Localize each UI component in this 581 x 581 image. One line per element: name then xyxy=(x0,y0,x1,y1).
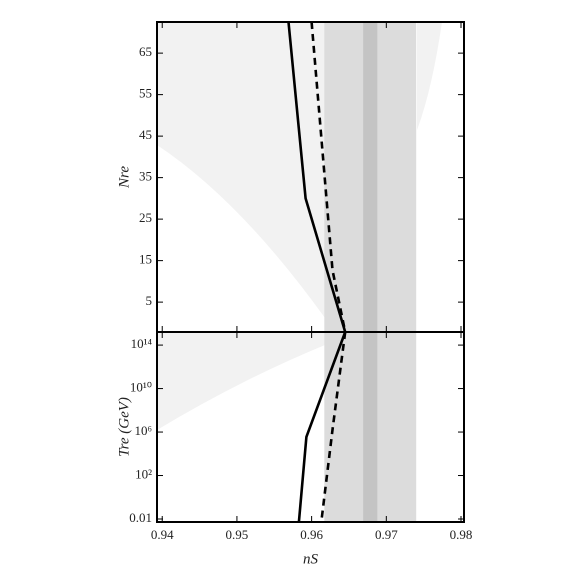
y-tick-label: 10¹⁰ xyxy=(130,380,152,395)
x-axis-label: nS xyxy=(303,551,319,567)
frame xyxy=(156,331,465,523)
y-tick-label: 10⁶ xyxy=(134,423,152,438)
band xyxy=(363,22,378,332)
y-tick-label: 10¹⁴ xyxy=(131,336,153,351)
region xyxy=(157,22,325,318)
line xyxy=(297,331,347,523)
x-tick-label: 0.94 xyxy=(151,527,174,542)
region xyxy=(417,22,442,130)
y-axis-label: Nre xyxy=(116,166,132,189)
y-tick-label: 65 xyxy=(139,44,152,59)
x-tick-label: 0.95 xyxy=(226,527,249,542)
y-tick-label: 10² xyxy=(135,467,152,482)
background xyxy=(157,22,442,430)
y-tick-label: 25 xyxy=(139,210,152,225)
region xyxy=(157,332,325,430)
x-tick-label: 0.97 xyxy=(375,527,398,542)
band xyxy=(363,332,378,522)
y-tick-label: 5 xyxy=(146,293,153,308)
y-tick-label: 45 xyxy=(139,127,152,142)
y-axis-label: Tre (GeV) xyxy=(116,397,132,457)
x-tick-label: 0.96 xyxy=(300,527,323,542)
line xyxy=(320,331,347,523)
y-tick-label: 55 xyxy=(139,86,152,101)
y-tick-label: 0.01 xyxy=(129,510,152,525)
y-tick-label: 15 xyxy=(139,252,152,267)
line xyxy=(310,21,347,333)
line xyxy=(287,21,347,333)
x-tick-label: 0.98 xyxy=(450,527,473,542)
y-tick-label: 35 xyxy=(139,169,152,184)
